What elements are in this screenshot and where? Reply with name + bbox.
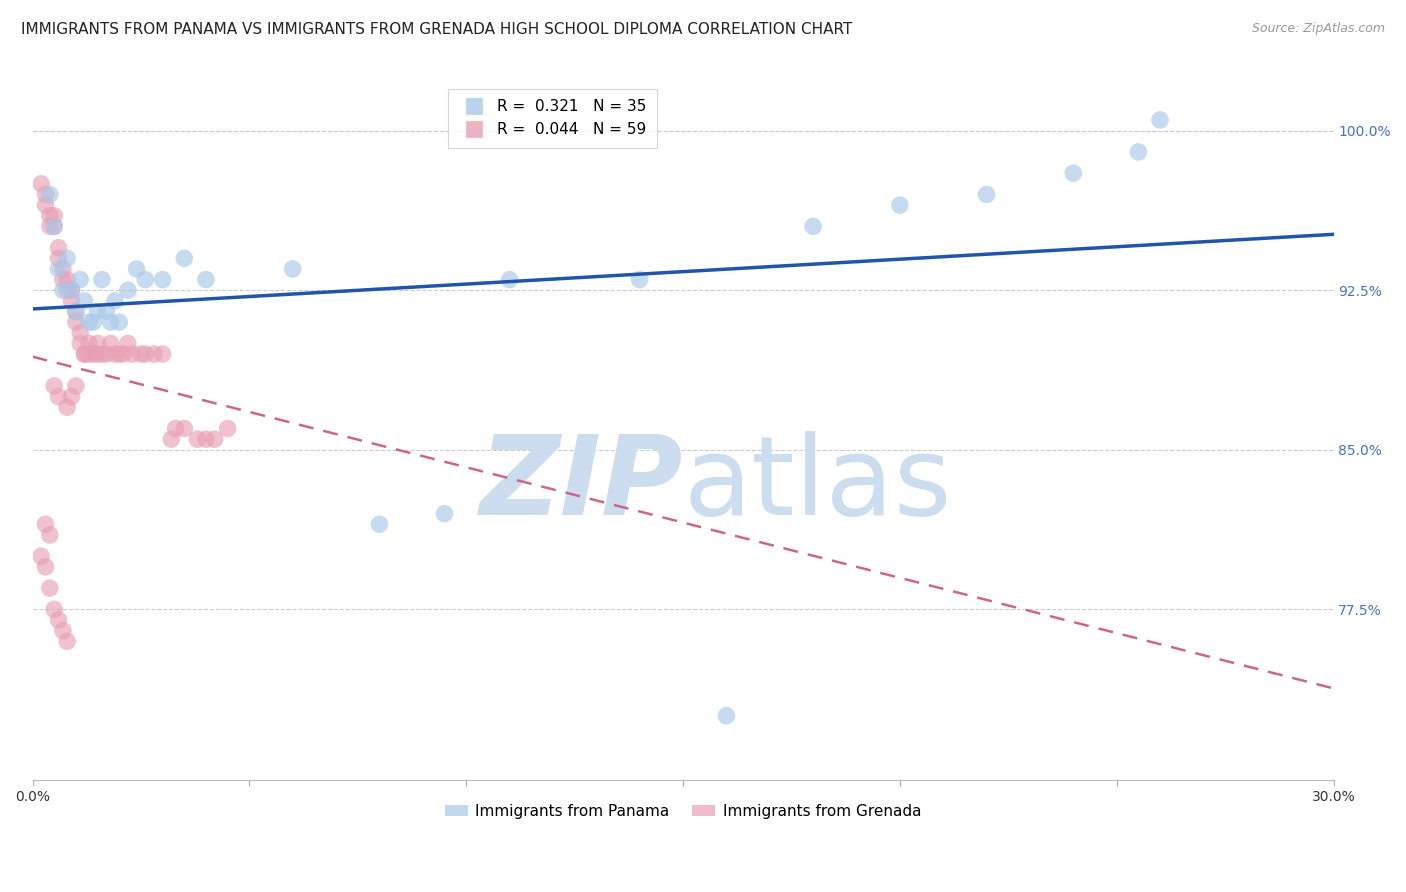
- Point: [194, 432, 217, 446]
- Point: [112, 347, 135, 361]
- Point: [38, 528, 60, 542]
- Point: [129, 347, 152, 361]
- Point: [48, 241, 70, 255]
- Point: [38, 209, 60, 223]
- Point: [104, 347, 127, 361]
- Text: Source: ZipAtlas.com: Source: ZipAtlas.com: [1251, 22, 1385, 36]
- Point: [889, 198, 911, 212]
- Point: [34, 517, 56, 532]
- Point: [60, 283, 83, 297]
- Point: [56, 401, 79, 415]
- Text: IMMIGRANTS FROM PANAMA VS IMMIGRANTS FROM GRENADA HIGH SCHOOL DIPLOMA CORRELATIO: IMMIGRANTS FROM PANAMA VS IMMIGRANTS FRO…: [21, 22, 852, 37]
- Point: [30, 177, 52, 191]
- Point: [117, 283, 139, 297]
- Point: [60, 283, 83, 297]
- Point: [204, 432, 226, 446]
- Point: [69, 272, 91, 286]
- Point: [60, 293, 83, 308]
- Point: [433, 507, 456, 521]
- Point: [194, 272, 217, 286]
- Point: [90, 347, 112, 361]
- Point: [38, 187, 60, 202]
- Point: [117, 336, 139, 351]
- Point: [77, 347, 100, 361]
- Point: [69, 326, 91, 340]
- Point: [73, 347, 96, 361]
- Point: [82, 347, 104, 361]
- Point: [56, 634, 79, 648]
- Point: [44, 379, 66, 393]
- Point: [77, 336, 100, 351]
- Point: [217, 421, 239, 435]
- Point: [96, 347, 118, 361]
- Point: [1128, 145, 1150, 159]
- Point: [44, 209, 66, 223]
- Point: [86, 347, 108, 361]
- Point: [65, 315, 87, 329]
- Point: [976, 187, 998, 202]
- Point: [90, 272, 112, 286]
- Point: [48, 262, 70, 277]
- Point: [44, 602, 66, 616]
- Point: [86, 336, 108, 351]
- Point: [142, 347, 165, 361]
- Point: [65, 379, 87, 393]
- Point: [48, 613, 70, 627]
- Point: [52, 624, 75, 638]
- Text: ZIP: ZIP: [479, 431, 683, 538]
- Point: [34, 187, 56, 202]
- Point: [100, 315, 122, 329]
- Point: [56, 252, 79, 266]
- Point: [44, 219, 66, 234]
- Point: [30, 549, 52, 564]
- Point: [48, 390, 70, 404]
- Point: [73, 347, 96, 361]
- Point: [56, 272, 79, 286]
- Point: [96, 304, 118, 318]
- Point: [801, 219, 824, 234]
- Point: [65, 304, 87, 318]
- Point: [152, 347, 174, 361]
- Point: [52, 272, 75, 286]
- Point: [69, 336, 91, 351]
- Point: [34, 559, 56, 574]
- Point: [125, 262, 148, 277]
- Point: [82, 315, 104, 329]
- Point: [498, 272, 520, 286]
- Point: [368, 517, 391, 532]
- Point: [48, 252, 70, 266]
- Point: [73, 293, 96, 308]
- Point: [65, 304, 87, 318]
- Point: [52, 283, 75, 297]
- Point: [77, 315, 100, 329]
- Point: [56, 283, 79, 297]
- Point: [165, 421, 187, 435]
- Point: [173, 252, 195, 266]
- Point: [44, 219, 66, 234]
- Point: [60, 390, 83, 404]
- Point: [121, 347, 143, 361]
- Point: [108, 347, 131, 361]
- Point: [134, 272, 156, 286]
- Point: [173, 421, 195, 435]
- Point: [34, 198, 56, 212]
- Point: [134, 347, 156, 361]
- Point: [100, 336, 122, 351]
- Text: atlas: atlas: [683, 431, 952, 538]
- Point: [160, 432, 183, 446]
- Point: [108, 315, 131, 329]
- Point: [1062, 166, 1084, 180]
- Point: [86, 304, 108, 318]
- Point: [52, 262, 75, 277]
- Point: [716, 708, 738, 723]
- Point: [104, 293, 127, 308]
- Point: [152, 272, 174, 286]
- Point: [186, 432, 208, 446]
- Point: [38, 581, 60, 595]
- Point: [1149, 113, 1171, 128]
- Point: [38, 219, 60, 234]
- Point: [628, 272, 651, 286]
- Point: [281, 262, 304, 277]
- Legend: Immigrants from Panama, Immigrants from Grenada: Immigrants from Panama, Immigrants from …: [439, 797, 928, 824]
